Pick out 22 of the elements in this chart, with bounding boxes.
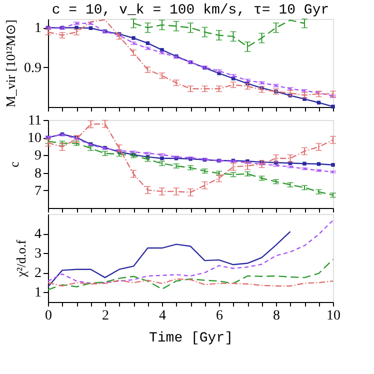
y-tick-label: 1 — [34, 286, 42, 301]
x-axis-title: Time [Gyr] — [148, 330, 234, 346]
x-tick-label: 2 — [102, 308, 109, 324]
x-tick-label: 6 — [216, 308, 223, 324]
y-tick-label: 10 — [28, 131, 42, 146]
y-tick-label: 3 — [34, 246, 42, 262]
y-tick-label: 8 — [34, 166, 42, 182]
y-tick-label: 2 — [34, 266, 42, 282]
y-tick-label: 0.9 — [24, 60, 42, 76]
x-tick-label: 8 — [273, 308, 280, 324]
x-tick-label: 10 — [326, 308, 340, 324]
y-axis-title: c — [6, 161, 22, 168]
y-axis-title: M_vir [10¹²M⊙] — [3, 20, 18, 108]
chart-title: c = 10, v_k = 100 km/s, τ= 10 Gyr — [52, 2, 330, 18]
x-tick-label: 0 — [45, 308, 52, 324]
y-tick-label: 9 — [34, 148, 42, 164]
y-tick-label: 1 — [34, 21, 42, 36]
x-tick-label: 4 — [159, 308, 166, 324]
y-tick-label: 7 — [34, 184, 42, 199]
y-tick-label: 4 — [34, 227, 42, 242]
y-tick-label: 11 — [28, 114, 42, 128]
y-axis-title: χ²/d.o.f — [14, 239, 28, 278]
